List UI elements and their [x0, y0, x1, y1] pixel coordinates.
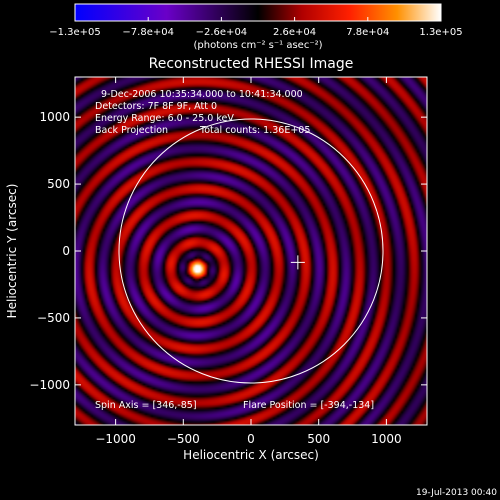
y-tick-label: −500: [37, 311, 70, 325]
chart-title: Reconstructed RHESSI Image: [149, 56, 354, 72]
annotation-detectors: Detectors: 7F 8F 9F, Att 0: [95, 101, 217, 112]
x-tick-label: −1000: [95, 432, 136, 446]
colorbar-tick-label: 2.6e+04: [273, 27, 316, 38]
y-tick-label: 0: [62, 244, 70, 258]
spin-axis-marker: [290, 255, 305, 270]
x-tick-label: 1000: [371, 432, 402, 446]
y-axis-label: Heliocentric Y (arcsec): [5, 184, 19, 319]
flare-position-label: Flare Position = [-394,-134]: [243, 400, 374, 411]
colorbar-tick-label: 7.8e+04: [346, 27, 389, 38]
heatmap-image: [75, 77, 427, 425]
solar-disk-outline: [118, 118, 384, 384]
y-tick-label: 1000: [39, 110, 70, 124]
x-axis-label: Heliocentric X (arcsec): [183, 448, 319, 462]
colorbar-gradient: [74, 3, 442, 22]
plot-area: 9-Dec-2006 10:35:34.000 to 10:41:34.000 …: [74, 76, 428, 426]
y-tick-label: 500: [47, 177, 70, 191]
timestamp: 19-Jul-2013 00:40: [416, 488, 497, 498]
y-tick-label: −1000: [29, 378, 70, 392]
annotation-total-counts: Total counts: 1.36E+05: [199, 125, 310, 136]
x-tick-label: −500: [167, 432, 200, 446]
annotation-energy-range: Energy Range: 6.0 - 25.0 keV: [95, 113, 234, 124]
colorbar-tick-label: 1.3e+05: [419, 27, 462, 38]
spin-axis-label: Spin Axis = [346,-85]: [95, 400, 197, 411]
colorbar-unit-label: (photons cm⁻² s⁻¹ asec⁻²): [193, 40, 322, 51]
x-tick-label: 0: [247, 432, 255, 446]
annotation-method: Back Projection: [95, 125, 168, 136]
y-axis-ticks: −1000 −500 0 500 1000: [29, 110, 427, 392]
colorbar-ticks: −1.3e+05 −7.8e+04 −2.6e+04 2.6e+04 7.8e+04 1.…: [49, 17, 463, 38]
colorbar: −1.3e+05 −7.8e+04 −2.6e+04 2.6e+04 7.8e+04 1.…: [49, 3, 463, 51]
x-tick-label: 500: [307, 432, 330, 446]
annotation-time-range: 9-Dec-2006 10:35:34.000 to 10:41:34.000: [101, 89, 303, 100]
colorbar-tick-label: −7.8e+04: [122, 27, 174, 38]
x-axis-ticks: −1000 −500 0 500 1000: [95, 77, 402, 446]
colorbar-tick-label: −2.6e+04: [196, 27, 248, 38]
colorbar-tick-label: −1.3e+05: [49, 27, 101, 38]
